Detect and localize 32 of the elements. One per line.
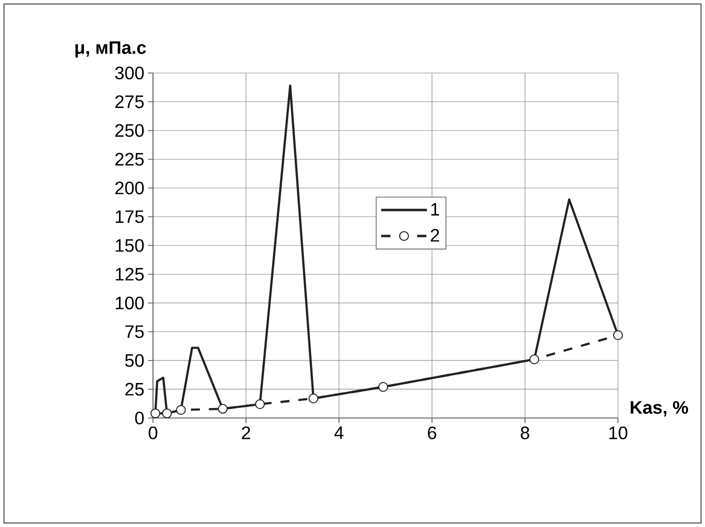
- point: [162, 408, 172, 418]
- point: [176, 405, 186, 415]
- x-tick-label: 8: [520, 426, 530, 440]
- point: [150, 408, 160, 418]
- point: [613, 330, 623, 340]
- x-tick-label: 4: [334, 426, 344, 439]
- y-tick-label: 25: [125, 382, 144, 396]
- legend-label: 1: [431, 203, 440, 216]
- x-tick-label: 6: [428, 426, 436, 440]
- y-tick-label: 225: [115, 152, 144, 166]
- y-tick-label: 75: [125, 325, 144, 338]
- point: [255, 399, 265, 410]
- y-tick-label: 150: [116, 239, 144, 252]
- x-tick-label: 10: [609, 426, 628, 440]
- y-tick-label: 0: [135, 412, 144, 424]
- legend-label: 2: [430, 228, 440, 242]
- y-tick-label: 275: [115, 95, 144, 108]
- y-tick-label: 175: [116, 210, 144, 224]
- y-tick-label: 100: [116, 296, 144, 310]
- x-axis-title: Kas, %: [630, 401, 688, 416]
- x-tick-label: 0: [148, 426, 158, 440]
- point: [218, 404, 228, 414]
- y-tick-label: 50: [125, 354, 144, 367]
- point: [529, 354, 540, 364]
- y-tick-label: 125: [116, 268, 144, 281]
- y-tick-label: 250: [115, 124, 144, 137]
- y-tick-label: 300: [115, 66, 144, 80]
- x-tick-label: 2: [242, 426, 250, 440]
- point: [378, 382, 388, 392]
- y-axis-title: μ, мПа.с: [75, 41, 146, 58]
- point: [308, 394, 318, 404]
- y-tick-label: 200: [115, 182, 144, 194]
